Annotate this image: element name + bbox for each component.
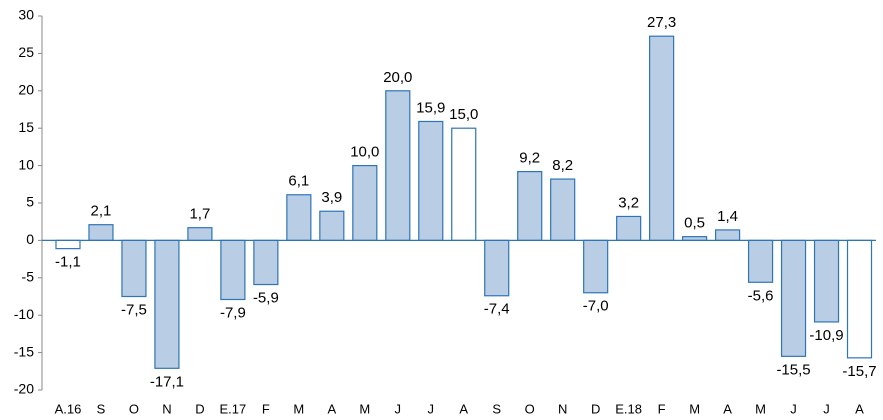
value-label: 9,2 xyxy=(519,150,540,167)
value-label: -10,9 xyxy=(809,327,843,344)
value-label: -15,7 xyxy=(842,363,876,380)
bar xyxy=(55,239,81,250)
bar xyxy=(813,239,840,323)
x-tick-label: M xyxy=(755,401,766,416)
y-tick-label: -20 xyxy=(14,381,34,397)
bar xyxy=(385,90,411,242)
value-label: 3,2 xyxy=(618,194,639,211)
y-tick-label: 30 xyxy=(18,7,34,23)
x-tick-label: J xyxy=(790,401,797,416)
bar xyxy=(121,239,147,298)
value-label: 6,1 xyxy=(288,173,309,190)
x-tick-label: O xyxy=(525,401,535,416)
bar xyxy=(451,127,477,241)
value-label: 3,9 xyxy=(321,189,342,206)
y-tick-label: -15 xyxy=(14,343,34,359)
value-label: -7,9 xyxy=(220,304,246,321)
x-tick-label: J xyxy=(395,401,402,416)
bar xyxy=(550,178,576,241)
bar xyxy=(780,239,807,357)
value-label: 8,2 xyxy=(552,157,573,174)
bar xyxy=(319,210,345,241)
x-tick-label: O xyxy=(129,401,139,416)
value-label: 27,3 xyxy=(647,14,676,31)
value-label: 1,7 xyxy=(189,206,210,223)
bar xyxy=(714,229,741,241)
value-label: 2,1 xyxy=(91,203,112,220)
y-tick-label: 5 xyxy=(26,194,34,210)
bar xyxy=(616,215,642,242)
y-tick-label: 10 xyxy=(18,156,34,172)
value-label: -17,1 xyxy=(150,373,184,390)
bar xyxy=(747,239,774,283)
value-label: -15,5 xyxy=(776,361,810,378)
bar xyxy=(517,170,543,242)
bar xyxy=(352,165,378,242)
x-tick-label: S xyxy=(97,401,106,416)
x-tick-label: J xyxy=(823,401,830,416)
x-tick-label: M xyxy=(293,401,304,416)
x-tick-label: A xyxy=(327,401,336,416)
x-tick-label: D xyxy=(591,401,600,416)
bar xyxy=(253,239,279,286)
bar xyxy=(583,239,609,294)
y-tick-label: -5 xyxy=(22,269,35,285)
x-tick-label: F xyxy=(262,401,270,416)
x-tick-label: A xyxy=(723,401,732,416)
x-tick-label: E.18 xyxy=(615,401,642,416)
value-label: -5,6 xyxy=(748,287,774,304)
bar xyxy=(649,35,675,241)
x-tick-label: F xyxy=(658,401,666,416)
x-tick-label: A xyxy=(855,401,864,416)
x-tick-label: N xyxy=(162,401,171,416)
y-tick-label: -10 xyxy=(14,306,34,322)
y-tick-label: 20 xyxy=(18,82,34,98)
x-tick-label: D xyxy=(195,401,204,416)
bar xyxy=(418,120,444,242)
value-label: -7,0 xyxy=(583,298,609,315)
value-label: 0,5 xyxy=(684,215,705,232)
value-label: -1,1 xyxy=(55,254,81,271)
x-tick-label: M xyxy=(359,401,370,416)
x-tick-label: M xyxy=(689,401,700,416)
y-tick-label: 25 xyxy=(18,44,34,60)
x-tick-label: A xyxy=(459,401,468,416)
value-label: 1,4 xyxy=(717,208,738,225)
value-label: -5,9 xyxy=(253,290,279,307)
value-label: 15,9 xyxy=(416,99,445,116)
x-tick-label: E.17 xyxy=(220,401,247,416)
x-tick-label: J xyxy=(428,401,435,416)
y-tick-label: 15 xyxy=(18,119,34,135)
bar xyxy=(846,239,873,359)
bar xyxy=(88,224,114,242)
bar xyxy=(187,227,213,242)
value-label: 15,0 xyxy=(449,106,478,123)
value-label: 20,0 xyxy=(383,69,412,86)
y-tick-label: 0 xyxy=(26,231,34,247)
value-label: 10,0 xyxy=(350,144,379,161)
bar xyxy=(286,194,312,242)
x-tick-label: S xyxy=(492,401,501,416)
bar xyxy=(154,239,180,369)
bar xyxy=(220,239,246,301)
x-tick-label: A.16 xyxy=(55,401,82,416)
value-label: -7,4 xyxy=(484,301,510,318)
bar xyxy=(484,239,510,297)
value-label: -7,5 xyxy=(121,301,147,318)
x-tick-label: N xyxy=(558,401,567,416)
